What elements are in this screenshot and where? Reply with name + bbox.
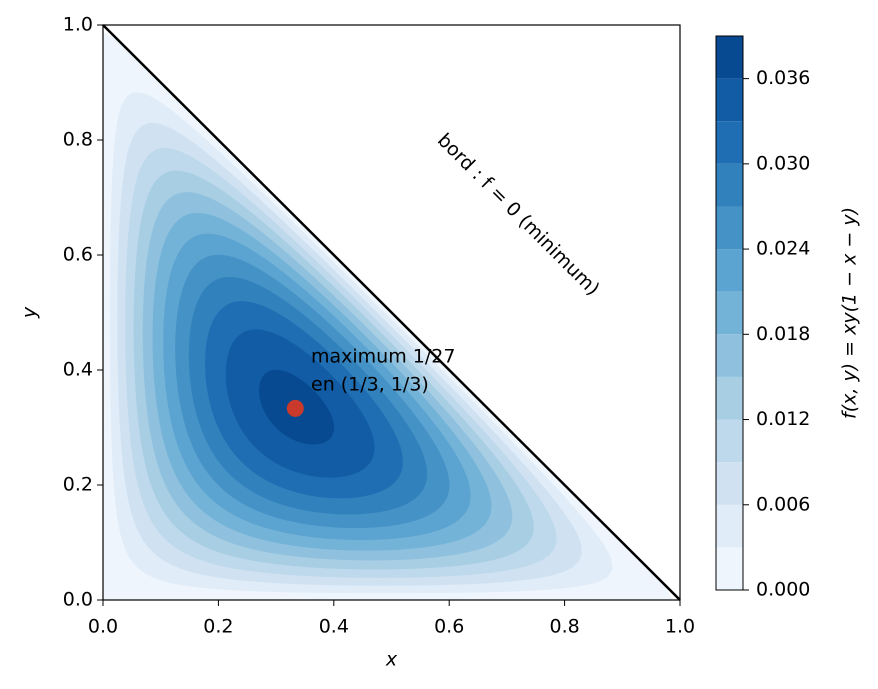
colorbar-band bbox=[716, 334, 743, 377]
x-axis-label: x bbox=[385, 649, 398, 671]
y-tick-label: 0.0 bbox=[63, 589, 93, 611]
colorbar-band bbox=[716, 462, 743, 505]
colorbar-tick-label: 0.024 bbox=[756, 238, 810, 260]
maximum-label: en (1/3, 1/3) bbox=[311, 374, 429, 396]
maximum-point bbox=[286, 399, 304, 417]
plot-frame bbox=[102, 24, 681, 601]
colorbar-tick-label: 0.018 bbox=[756, 323, 810, 345]
colorbar-label: f(x, y) = xy(1 − x − y) bbox=[839, 207, 861, 419]
x-tick-label: 0.8 bbox=[549, 616, 579, 638]
colorbar-band bbox=[716, 291, 743, 335]
colorbar-band bbox=[716, 419, 743, 463]
boundary-line bbox=[102, 24, 681, 601]
colorbar-tick-label: 0.036 bbox=[756, 67, 810, 89]
colorbar-tick-label: 0.000 bbox=[756, 579, 810, 601]
x-tick-label: 1.0 bbox=[665, 616, 695, 638]
colorbar-band bbox=[716, 249, 743, 292]
maximum-label: maximum 1/27 bbox=[311, 346, 455, 368]
colorbar-band bbox=[716, 36, 743, 79]
colorbar-band bbox=[716, 121, 743, 164]
colorbar-tick-label: 0.030 bbox=[756, 152, 810, 174]
colorbar-band bbox=[716, 206, 743, 250]
colorbar-tick-label: 0.012 bbox=[756, 408, 810, 430]
colorbar-band bbox=[716, 504, 743, 548]
x-tick-label: 0.2 bbox=[203, 616, 233, 638]
x-tick-label: 0.0 bbox=[88, 616, 118, 638]
colorbar-tick-label: 0.006 bbox=[756, 493, 810, 515]
y-tick-label: 1.0 bbox=[63, 14, 93, 36]
boundary-label: bord : f = 0 (minimum) bbox=[433, 129, 604, 300]
y-tick-label: 0.2 bbox=[63, 474, 93, 496]
colorbar-band bbox=[716, 78, 743, 122]
colorbar-band bbox=[716, 163, 743, 207]
y-tick-label: 0.4 bbox=[63, 359, 93, 381]
y-tick-label: 0.8 bbox=[63, 129, 93, 151]
colorbar-band bbox=[716, 376, 743, 420]
colorbar-band bbox=[716, 547, 743, 590]
x-tick-label: 0.6 bbox=[434, 616, 464, 638]
y-axis-label: y bbox=[19, 306, 41, 319]
y-tick-label: 0.6 bbox=[63, 244, 93, 266]
x-tick-label: 0.4 bbox=[319, 616, 349, 638]
colorbar-frame bbox=[715, 35, 744, 591]
